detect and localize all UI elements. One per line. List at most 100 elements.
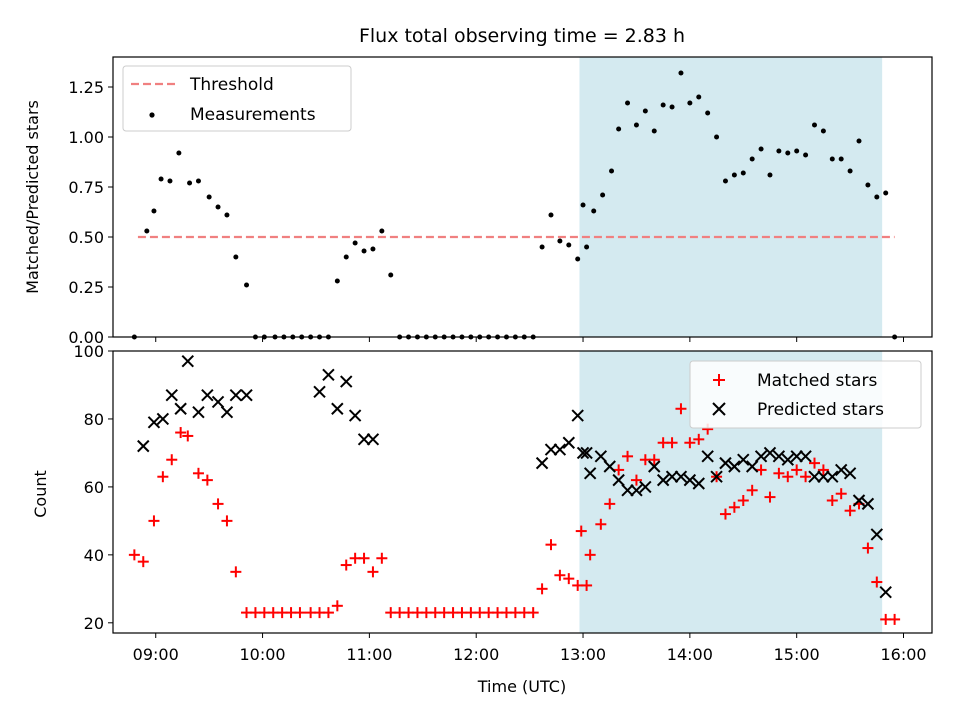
predicted-star-point — [165, 388, 178, 402]
predicted-star-point-b — [861, 497, 875, 511]
measurement-point — [580, 202, 586, 208]
measurement-point — [625, 100, 631, 106]
measurement-point — [731, 172, 737, 178]
matched-star-point — [527, 607, 539, 619]
top-legend-box — [122, 65, 352, 132]
predicted-star-point — [648, 460, 661, 473]
predicted-star-point-b — [808, 470, 821, 483]
matched-star-point — [862, 542, 874, 554]
predicted-star-point-b — [683, 473, 697, 487]
matched-star-point — [376, 552, 388, 564]
predicted-star-point-b — [553, 443, 567, 456]
predicted-star-point — [535, 456, 549, 470]
top-y-tick-label: 1.25 — [68, 78, 104, 97]
predicted-star-point-b — [692, 477, 705, 490]
top-y-axis-label: Matched/Predicted stars — [23, 100, 42, 294]
bottom-y-tick-label: 100 — [73, 342, 104, 361]
matched-star-point — [728, 501, 740, 513]
measurement-point — [714, 134, 720, 140]
predicted-star-point — [745, 460, 759, 473]
bottom-x-tick-label: 09:00 — [133, 645, 179, 664]
predicted-star-point — [737, 453, 750, 466]
predicted-star-point-b — [710, 470, 723, 483]
top-y-tick-label: 0.50 — [68, 228, 104, 247]
measurement-point — [224, 212, 230, 218]
predicted-star-point-b — [562, 436, 575, 449]
predicted-star-point-b — [240, 388, 253, 402]
predicted-star-point — [656, 473, 670, 487]
matched-star-point — [581, 579, 593, 591]
predicted-star-point — [772, 450, 786, 463]
predicted-star-point — [621, 484, 634, 497]
measurement-point — [794, 148, 800, 154]
predicted-star-point — [220, 405, 234, 419]
measurement-point — [144, 228, 150, 234]
bottom-x-axis-ticks: 09:00 10:00 11:00 12:00 13:00 14:00 15:00 16:00 — [133, 633, 927, 664]
bottom-x-tick-label: 14:00 — [667, 645, 713, 664]
measurement-point — [776, 148, 782, 154]
matched-star-point — [684, 437, 696, 449]
matched-star-point — [221, 515, 233, 527]
measurements-legend-label: Measurements — [190, 105, 316, 125]
predicted-star-point-b — [612, 473, 625, 487]
predicted-star-point — [781, 453, 794, 466]
predicted-star-point — [817, 470, 830, 483]
bottom-y-tick-label: 20 — [84, 614, 104, 633]
measurement-point — [678, 70, 684, 76]
predicted-star-point-b — [745, 460, 759, 473]
predicted-star-point — [728, 460, 741, 473]
predicted-star-point-b — [192, 405, 205, 419]
predicted-star-point-b — [834, 463, 848, 477]
measurement-point — [705, 110, 711, 116]
predicted-star-point — [576, 446, 590, 460]
matched-star-point — [230, 566, 242, 578]
predicted-star-point — [692, 477, 705, 490]
matched-star-point — [622, 450, 634, 462]
predicted-star-point — [147, 416, 161, 429]
matched-star-point — [604, 498, 616, 510]
measurement-point — [838, 156, 844, 162]
measurement-point — [669, 104, 675, 110]
predicted-star-point-b — [843, 467, 857, 480]
predicted-star-point-b — [366, 433, 380, 446]
measurement-point — [361, 248, 367, 254]
measurement-point — [865, 182, 871, 188]
top-y-tick-label: 1.00 — [68, 128, 104, 147]
predicted-star-point-b — [719, 456, 732, 470]
predicted-star-point — [826, 470, 839, 483]
predicted-star-point — [754, 450, 768, 463]
measurement-point — [609, 168, 615, 174]
predicted-star-point — [879, 586, 892, 599]
matched-star-point — [563, 573, 575, 585]
measurement-point — [539, 244, 545, 250]
bottom-x-tick-label: 12:00 — [453, 645, 499, 664]
matched-star-point — [817, 464, 829, 476]
predicted-star-point — [156, 412, 170, 426]
measurement-point — [767, 172, 773, 178]
predicted-star-point-b — [357, 433, 371, 446]
matched-star-point — [737, 494, 749, 506]
measurement-point — [642, 108, 648, 114]
matched-star-point — [871, 576, 883, 588]
predicted-star-point — [710, 470, 723, 483]
matched-star-point — [835, 488, 847, 500]
matched-star-point — [201, 474, 213, 486]
predicted-star-points — [137, 354, 892, 599]
bottom-x-tick-label: 16:00 — [880, 645, 926, 664]
matched-star-point — [294, 607, 306, 619]
measurement-point — [883, 190, 889, 196]
bottom-x-tick-label: 15:00 — [774, 645, 820, 664]
predicted-star-point — [340, 375, 353, 388]
matched-star-point — [340, 559, 352, 571]
matched-star-point — [613, 464, 625, 476]
predicted-star-point — [790, 450, 803, 463]
measurement-point — [352, 240, 358, 246]
matched-star-point — [808, 457, 820, 469]
matched-star-point — [128, 549, 140, 561]
predicted-star-point-b — [211, 395, 225, 409]
predicted-star-point-b — [340, 375, 353, 388]
matched-star-point — [157, 471, 169, 483]
measurement-point — [660, 102, 666, 108]
matched-star-point — [166, 454, 178, 466]
measurement-point — [758, 146, 764, 152]
